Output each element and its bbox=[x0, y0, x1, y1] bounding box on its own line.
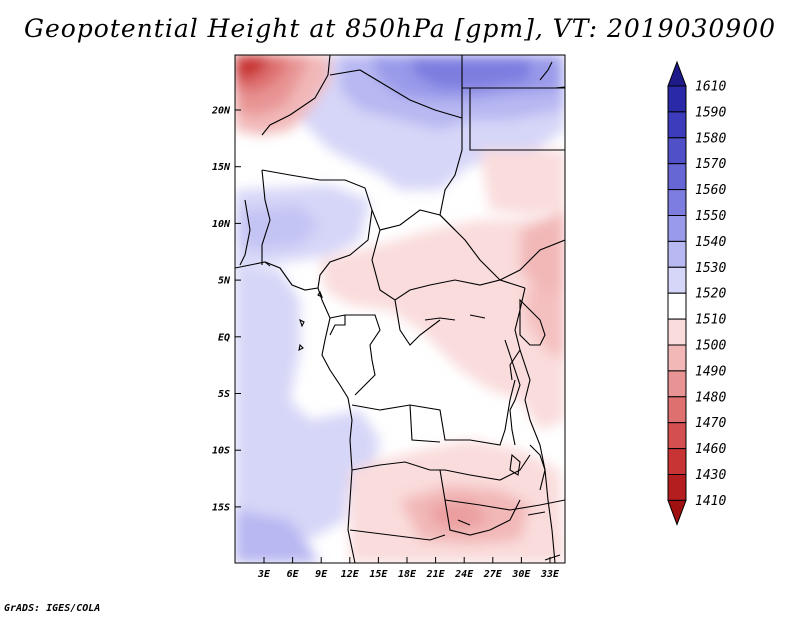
colorbar-swatch bbox=[667, 370, 687, 398]
colorbar: 1610 1590 1580 1570 1560 1550 1540 1530 1520 1510… bbox=[667, 60, 726, 526]
colorbar-swatch bbox=[667, 266, 687, 294]
colorbar-label: 1540 bbox=[695, 235, 726, 250]
lat-tick-label: 5N bbox=[218, 276, 231, 287]
colorbar-label: 1470 bbox=[695, 416, 726, 431]
colorbar-swatch bbox=[667, 189, 687, 217]
colorbar-swatch bbox=[667, 422, 687, 450]
colorbar-label: 1560 bbox=[695, 183, 726, 198]
colorbar-swatch bbox=[667, 396, 687, 424]
colorbar-swatch bbox=[667, 318, 687, 346]
lat-tick-label: 10N bbox=[212, 219, 231, 230]
colorbar-label: 1580 bbox=[695, 131, 726, 146]
lat-tick-label: 15S bbox=[212, 502, 230, 513]
lat-tick-label: 5S bbox=[218, 389, 230, 400]
colorbar-label: 1550 bbox=[695, 209, 726, 224]
lat-tick-label: EQ bbox=[218, 332, 230, 343]
lon-tick-label: 9E bbox=[315, 569, 328, 580]
colorbar-label: 1590 bbox=[695, 105, 726, 120]
colorbar-swatch bbox=[667, 137, 687, 165]
colorbar-label: 1610 bbox=[695, 80, 726, 95]
latitude-axis: 20N 15N 10N 5N EQ 5S 10S 15S bbox=[211, 106, 241, 513]
colorbar-swatch bbox=[667, 448, 687, 476]
colorbar-label: 1530 bbox=[695, 261, 726, 276]
colorbar-swatch bbox=[667, 292, 687, 320]
longitude-axis: 3E 6E 9E 12E 15E 18E 21E 24E 27E 30E 33E bbox=[257, 557, 560, 580]
colorbar-swatch bbox=[667, 163, 687, 191]
colorbar-swatch bbox=[667, 344, 687, 372]
lon-tick-label: 27E bbox=[483, 569, 503, 580]
colorbar-swatch bbox=[667, 474, 687, 501]
colorbar-label: 1500 bbox=[695, 339, 726, 354]
coastline-borders bbox=[235, 55, 565, 563]
lon-tick-label: 6E bbox=[287, 569, 300, 580]
lon-tick-label: 21E bbox=[426, 569, 446, 580]
map-title: Geopotential Height at 850hPa [gpm], VT:… bbox=[23, 14, 777, 43]
height-field bbox=[235, 55, 565, 563]
colorbar-swatch bbox=[667, 215, 687, 242]
colorbar-label: 1490 bbox=[695, 364, 726, 379]
lat-tick-label: 15N bbox=[212, 162, 231, 173]
lon-tick-label: 18E bbox=[398, 569, 417, 580]
colorbar-label: 1430 bbox=[695, 468, 726, 483]
colorbar-swatch bbox=[667, 85, 687, 113]
colorbar-label: 1570 bbox=[695, 157, 726, 172]
colorbar-label: 1510 bbox=[695, 313, 726, 328]
lon-tick-label: 33E bbox=[540, 569, 560, 580]
lat-tick-label: 20N bbox=[211, 106, 231, 117]
grads-credit: GrADS: IGES/COLA bbox=[4, 603, 101, 614]
lon-tick-label: 15E bbox=[369, 569, 388, 580]
colorbar-label: 1520 bbox=[695, 287, 726, 302]
colorbar-bottom-arrow bbox=[667, 499, 687, 526]
lon-tick-label: 12E bbox=[341, 569, 360, 580]
colorbar-swatch bbox=[667, 240, 687, 268]
colorbar-label: 1410 bbox=[695, 494, 726, 509]
lon-tick-label: 3E bbox=[257, 569, 271, 580]
map-frame bbox=[234, 54, 566, 564]
colorbar-swatch bbox=[667, 111, 687, 139]
colorbar-top-arrow bbox=[667, 60, 687, 87]
lat-tick-label: 10S bbox=[212, 446, 230, 457]
colorbar-label: 1480 bbox=[695, 390, 726, 405]
lon-tick-label: 24E bbox=[454, 569, 474, 580]
colorbar-label: 1460 bbox=[695, 442, 726, 457]
lon-tick-label: 30E bbox=[511, 569, 531, 580]
